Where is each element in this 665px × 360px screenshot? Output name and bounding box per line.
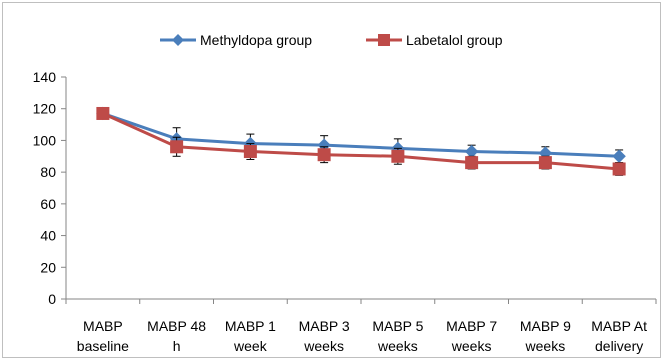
y-tick-label: 20	[40, 259, 56, 275]
axes: 0 20 40 60 80 100 120 140 MABP baseline MABP 48 h MA…	[33, 69, 657, 354]
y-tick-label: 60	[40, 196, 56, 212]
data-point	[465, 156, 479, 170]
x-tick-label: MABP 5 weeks	[372, 318, 423, 354]
y-tick-label: 120	[33, 101, 57, 117]
x-tick-label: MABP baseline	[77, 318, 129, 354]
x-tick-label: MABP At delivery	[591, 318, 647, 354]
x-tick-label: MABP 7 weeks	[446, 318, 497, 354]
data-point	[612, 162, 626, 176]
y-tick-label: 100	[33, 132, 57, 148]
series-line	[102, 112, 620, 171]
y-tick-label: 40	[40, 228, 56, 244]
legend-entry-1: Methyldopa group	[160, 32, 312, 48]
x-tick-label: MABP 48 h	[147, 318, 206, 354]
data-point	[96, 106, 110, 120]
legend-marker	[172, 34, 184, 46]
y-tick-label: 140	[33, 69, 57, 85]
legend-entry-2: Labetalol group	[366, 32, 503, 48]
y-tick-label: 0	[48, 291, 56, 307]
data-point	[317, 148, 331, 162]
series-layer	[96, 106, 626, 176]
series-2	[96, 106, 626, 176]
x-tick-label: MABP 1 week	[225, 318, 276, 354]
x-tick-label: MABP 3 weeks	[299, 318, 350, 354]
data-point	[170, 140, 184, 154]
data-point	[538, 156, 552, 170]
x-tick-label: MABP 9 weeks	[520, 318, 571, 354]
data-point	[612, 149, 626, 163]
data-point	[243, 145, 257, 159]
y-tick-label: 80	[40, 164, 56, 180]
data-point	[391, 149, 405, 163]
legend-label: Labetalol group	[406, 32, 503, 48]
legend: Methyldopa group Labetalol group	[160, 32, 503, 48]
legend-marker	[378, 34, 390, 46]
data-point	[464, 144, 479, 159]
legend-label: Methyldopa group	[200, 32, 312, 48]
series-line	[102, 112, 620, 158]
